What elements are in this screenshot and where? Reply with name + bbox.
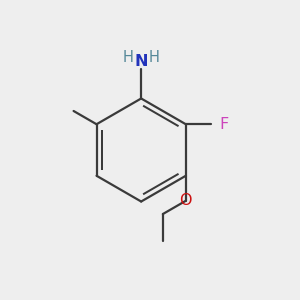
Text: H: H xyxy=(149,50,160,65)
Text: H: H xyxy=(122,50,134,65)
Text: O: O xyxy=(179,193,192,208)
Text: F: F xyxy=(219,117,228,132)
Text: N: N xyxy=(134,54,148,69)
